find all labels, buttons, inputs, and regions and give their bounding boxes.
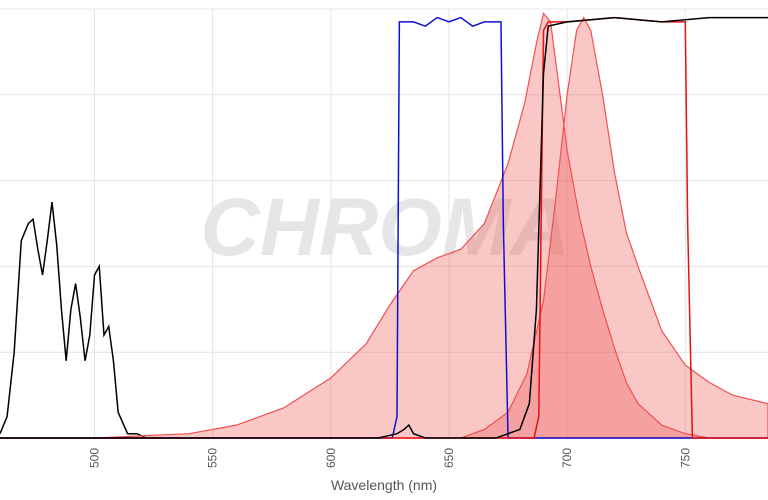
x-tick-label: 550 xyxy=(206,448,220,468)
line xyxy=(0,16,768,439)
line xyxy=(0,16,768,439)
x-tick-label: 600 xyxy=(324,448,338,468)
x-tick-label: 650 xyxy=(442,448,456,468)
x-tick-label: 750 xyxy=(678,448,692,468)
x-tick-label: 500 xyxy=(88,448,102,468)
area xyxy=(0,11,710,439)
area xyxy=(460,16,768,439)
line xyxy=(0,201,166,439)
x-tick-label: 700 xyxy=(560,448,574,468)
x-axis-label: Wavelength (nm) xyxy=(331,477,437,493)
watermark: CHROMA xyxy=(201,182,570,273)
